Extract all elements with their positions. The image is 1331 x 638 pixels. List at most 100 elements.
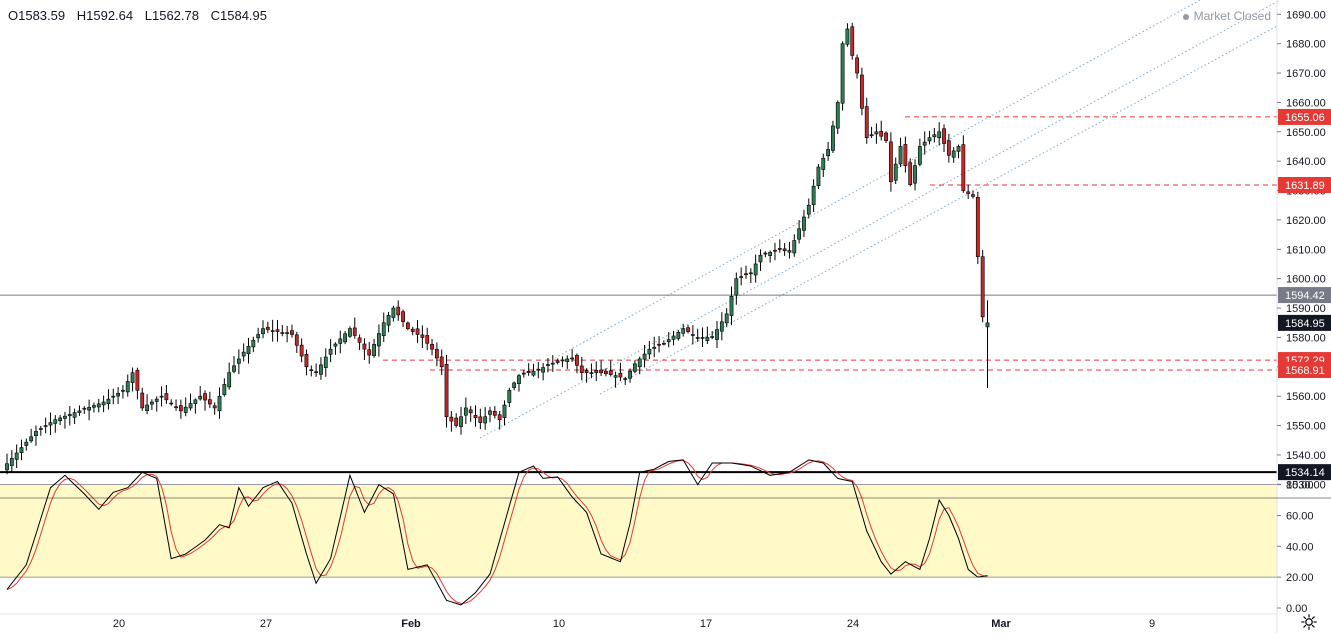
candle-1[interactable] <box>9 450 14 473</box>
candle-160[interactable] <box>777 239 782 253</box>
candle-196[interactable] <box>951 147 956 163</box>
candle-182[interactable] <box>884 131 888 144</box>
candle-101[interactable] <box>492 406 497 419</box>
candle-129[interactable] <box>628 368 632 383</box>
candle-89[interactable] <box>434 342 439 367</box>
candle-142[interactable] <box>690 325 695 345</box>
candle-183[interactable] <box>888 132 893 192</box>
candle-185[interactable] <box>898 137 903 168</box>
candle-109[interactable] <box>531 363 536 377</box>
candle-31[interactable] <box>154 396 159 412</box>
candle-66[interactable] <box>323 348 328 377</box>
candle-202[interactable] <box>980 250 985 323</box>
candle-51[interactable] <box>251 336 256 353</box>
candle-14[interactable] <box>72 408 77 424</box>
candle-193[interactable] <box>937 122 942 146</box>
candle-79[interactable] <box>386 311 391 333</box>
candle-146[interactable] <box>710 331 715 340</box>
candle-201[interactable] <box>975 191 980 265</box>
candle-62[interactable] <box>304 349 309 376</box>
candle-158[interactable] <box>768 250 773 263</box>
candle-141[interactable] <box>686 325 690 334</box>
candle-131[interactable] <box>637 356 642 375</box>
candle-85[interactable] <box>415 320 420 344</box>
candle-127[interactable] <box>618 362 623 382</box>
candle-155[interactable] <box>753 254 758 283</box>
candle-41[interactable] <box>203 390 207 411</box>
candle-76[interactable] <box>372 338 376 358</box>
candle-96[interactable] <box>468 406 473 422</box>
candle-124[interactable] <box>604 368 608 377</box>
candle-97[interactable] <box>473 405 478 427</box>
candle-38[interactable] <box>188 393 193 411</box>
candle-178[interactable] <box>864 97 869 144</box>
candle-192[interactable] <box>932 127 937 143</box>
candle-154[interactable] <box>748 268 753 283</box>
candle-118[interactable] <box>575 353 579 374</box>
candle-99[interactable] <box>483 407 488 430</box>
candle-169[interactable] <box>821 153 826 177</box>
candle-71[interactable] <box>348 326 352 338</box>
candle-84[interactable] <box>410 326 415 336</box>
candle-159[interactable] <box>773 242 777 261</box>
candle-90[interactable] <box>439 349 444 376</box>
candle-33[interactable] <box>164 384 169 404</box>
candle-134[interactable] <box>652 336 657 358</box>
candle-157[interactable] <box>763 251 768 258</box>
candle-138[interactable] <box>671 330 676 346</box>
candle-180[interactable] <box>874 123 879 144</box>
candle-137[interactable] <box>666 332 671 348</box>
candle-70[interactable] <box>343 331 348 345</box>
candle-126[interactable] <box>613 371 618 388</box>
candle-6[interactable] <box>34 425 38 446</box>
candle-198[interactable] <box>961 135 966 193</box>
candle-181[interactable] <box>879 120 884 141</box>
candle-156[interactable] <box>758 249 763 271</box>
candle-29[interactable] <box>145 394 149 415</box>
candle-103[interactable] <box>502 400 507 426</box>
candle-87[interactable] <box>425 327 430 351</box>
candle-22[interactable] <box>111 388 116 405</box>
candle-57[interactable] <box>280 324 285 337</box>
candle-179[interactable] <box>869 126 874 138</box>
candle-15[interactable] <box>77 405 82 416</box>
candle-43[interactable] <box>212 402 217 415</box>
candle-60[interactable] <box>294 331 299 353</box>
candle-61[interactable] <box>299 338 304 363</box>
candle-187[interactable] <box>908 158 913 187</box>
candle-80[interactable] <box>391 305 396 322</box>
candle-117[interactable] <box>570 348 575 362</box>
candle-50[interactable] <box>246 337 251 364</box>
candle-175[interactable] <box>850 22 855 60</box>
candle-115[interactable] <box>560 356 565 368</box>
candle-197[interactable] <box>956 144 961 159</box>
candle-67[interactable] <box>328 339 333 363</box>
candle-74[interactable] <box>362 338 367 360</box>
candle-64[interactable] <box>314 363 319 377</box>
candle-100[interactable] <box>488 406 492 423</box>
candle-161[interactable] <box>782 243 787 256</box>
candle-49[interactable] <box>241 343 246 362</box>
candle-26[interactable] <box>130 367 135 392</box>
candle-58[interactable] <box>285 325 290 343</box>
candle-132[interactable] <box>642 345 647 368</box>
candle-166[interactable] <box>806 198 811 219</box>
candle-106[interactable] <box>517 373 521 392</box>
candle-37[interactable] <box>183 397 188 417</box>
candle-123[interactable] <box>599 360 603 376</box>
candle-34[interactable] <box>169 399 174 406</box>
candle-168[interactable] <box>816 164 821 190</box>
candle-108[interactable] <box>526 363 531 376</box>
candle-150[interactable] <box>729 286 734 326</box>
candle-191[interactable] <box>927 130 932 145</box>
candle-21[interactable] <box>106 389 111 410</box>
candle-36[interactable] <box>178 399 183 419</box>
candle-24[interactable] <box>121 385 125 399</box>
candle-17[interactable] <box>87 399 92 421</box>
candle-45[interactable] <box>222 378 227 397</box>
candle-9[interactable] <box>48 412 53 436</box>
candle-82[interactable] <box>401 309 405 328</box>
candle-184[interactable] <box>893 157 898 185</box>
candle-110[interactable] <box>536 362 541 379</box>
candle-30[interactable] <box>150 399 154 410</box>
